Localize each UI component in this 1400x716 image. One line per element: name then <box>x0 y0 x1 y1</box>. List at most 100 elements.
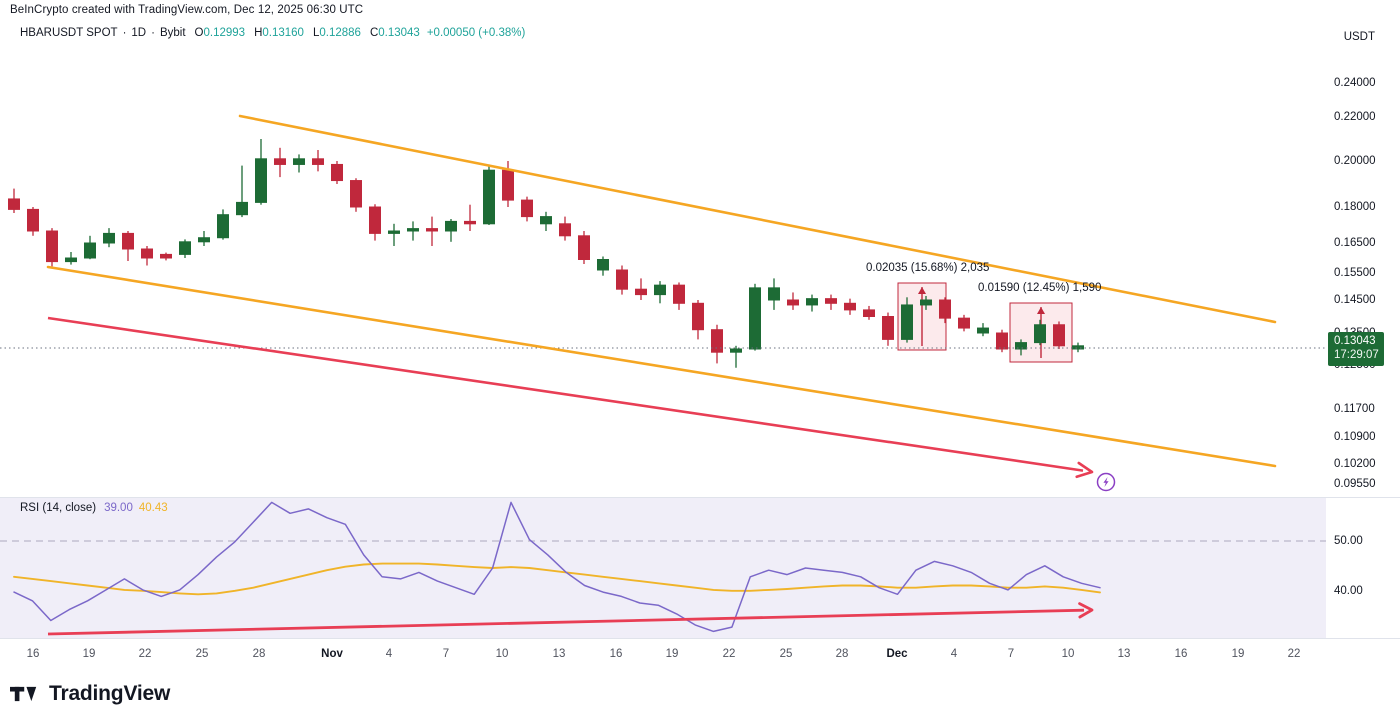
price-tick-label: 0.24000 <box>1334 77 1376 89</box>
current-price-countdown: 17:29:07 <box>1334 348 1379 361</box>
rsi-line <box>13 501 1101 633</box>
channel-lower-line <box>46 265 1277 468</box>
time-tick-label: 7 <box>442 648 450 660</box>
candle-body <box>939 299 951 319</box>
price-tick-label: 0.09550 <box>1334 478 1376 490</box>
legend-exchange[interactable]: Bybit <box>159 27 186 39</box>
time-tick-label: 13 <box>552 648 566 660</box>
time-tick-label: 25 <box>195 648 209 660</box>
candle-body <box>198 237 210 243</box>
time-tick-label: 28 <box>835 648 849 660</box>
legend-interval[interactable]: 1D <box>131 27 147 39</box>
price-tick-label: 0.10200 <box>1334 458 1376 470</box>
candle-body <box>369 206 381 234</box>
candle-body <box>331 163 343 182</box>
candle-body <box>977 327 989 334</box>
red-trend-arrow <box>47 316 1084 472</box>
candle-body <box>882 316 894 340</box>
candle-body <box>141 248 153 259</box>
price-tick-label: 0.20000 <box>1334 155 1376 167</box>
candle-body <box>46 230 58 263</box>
ohlc-high-value: 0.13160 <box>262 27 304 39</box>
time-tick-label: 16 <box>1174 648 1188 660</box>
candle-body <box>768 287 780 301</box>
tradingview-wordmark: TradingView <box>49 682 171 705</box>
candle-body <box>350 180 362 208</box>
ohlc-change-value: +0.00050 (+0.38%) <box>426 27 526 39</box>
time-tick-label: 25 <box>779 648 793 660</box>
candle-body <box>692 302 704 331</box>
candle-body <box>920 299 932 306</box>
candle-body <box>27 208 39 232</box>
rsi-title[interactable]: RSI (14, close) <box>20 502 97 514</box>
price-tick-label: 0.15500 <box>1334 267 1376 279</box>
price-tick-label: 0.16500 <box>1334 237 1376 249</box>
rsi-tick-label: 40.00 <box>1334 585 1363 597</box>
time-tick-label: 19 <box>82 648 96 660</box>
candle-body <box>502 169 514 201</box>
channel-upper-line <box>238 114 1277 324</box>
rsi-axis[interactable]: 50.00 40.00 <box>1326 498 1400 638</box>
rsi-tick-label: 50.00 <box>1334 535 1363 547</box>
rsi-value: 39.00 <box>104 502 133 514</box>
candle-body <box>597 259 609 271</box>
candle-body <box>388 230 400 234</box>
candle-body <box>483 169 495 225</box>
current-price-tag: 0.13043 17:29:07 <box>1328 332 1384 366</box>
candle-body <box>958 317 970 329</box>
time-tick-label: 13 <box>1117 648 1131 660</box>
candle-body <box>464 220 476 225</box>
price-chart-pane[interactable] <box>0 46 1326 496</box>
candle-body <box>1053 324 1065 347</box>
rsi-trend-arrow <box>47 608 1085 636</box>
price-tick-label: 0.22000 <box>1334 111 1376 123</box>
time-tick-label: 22 <box>722 648 736 660</box>
candle-body <box>1015 342 1027 350</box>
candle-body <box>749 287 761 350</box>
candle-body <box>274 158 286 165</box>
time-tick-label: Dec <box>886 648 908 660</box>
lightning-badge-icon <box>1096 472 1116 492</box>
candle-body <box>312 158 324 165</box>
candle-body <box>217 214 229 239</box>
candle-body <box>901 304 913 340</box>
price-axis[interactable]: 0.24000 0.22000 0.20000 0.18000 0.16500 0.155… <box>1326 46 1400 496</box>
candle-body <box>559 223 571 237</box>
rsi-ma-line <box>13 562 1101 596</box>
pane-divider[interactable] <box>0 497 1400 498</box>
price-chart-canvas <box>0 114 1326 492</box>
candle-body <box>84 242 96 259</box>
time-tick-label: 28 <box>252 648 266 660</box>
candle-body <box>122 232 134 250</box>
candle-body <box>445 220 457 232</box>
currency-badge[interactable]: USDT <box>1336 28 1382 46</box>
measurement-label: 0.02035 (15.68%) 2,035 <box>866 262 990 274</box>
candle-body <box>863 309 875 317</box>
time-axis[interactable]: 16 19 22 25 28 Nov 4 7 10 13 16 19 22 25 28 Dec 4 7 10 13 16… <box>0 638 1400 672</box>
candle-body <box>103 232 115 244</box>
legend-separator-2: · <box>151 27 155 39</box>
candle-body <box>825 298 837 304</box>
legend-symbol[interactable]: HBARUSDT SPOT <box>20 27 118 39</box>
price-tick-label: 0.18000 <box>1334 201 1376 213</box>
price-tick-label: 0.10900 <box>1334 431 1376 443</box>
measure-box <box>897 282 947 351</box>
rsi-ma-value: 40.43 <box>138 502 168 514</box>
time-tick-label: 19 <box>1231 648 1245 660</box>
candle-body <box>787 299 799 306</box>
attribution-text: BeInCrypto created with TradingView.com,… <box>0 0 1400 20</box>
time-tick-label: 10 <box>495 648 509 660</box>
candle-body <box>730 348 742 353</box>
current-price-value: 0.13043 <box>1334 335 1376 347</box>
candle-body <box>844 302 856 311</box>
rsi-indicator-pane[interactable] <box>0 498 1326 638</box>
ohlc-high-label: H <box>254 27 263 39</box>
time-tick-label: 4 <box>385 648 393 660</box>
candle-body <box>179 241 191 255</box>
time-tick-label: 16 <box>609 648 623 660</box>
time-tick-label: 19 <box>665 648 679 660</box>
time-tick-label: 22 <box>1287 648 1301 660</box>
candle-body <box>635 288 647 296</box>
time-tick-label: 22 <box>138 648 152 660</box>
